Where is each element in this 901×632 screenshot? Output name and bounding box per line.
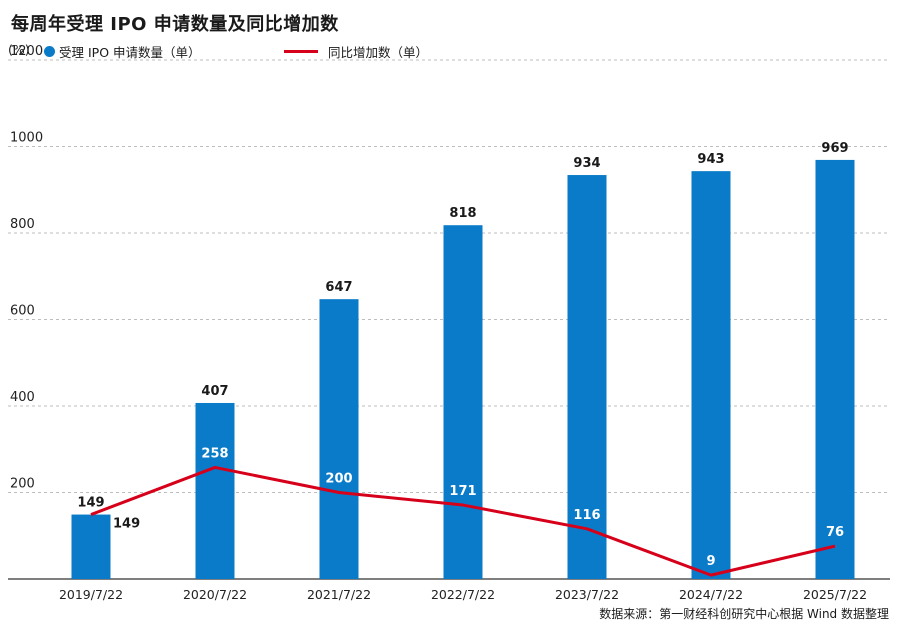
- bar: [71, 514, 111, 579]
- bar-value-label: 818: [449, 206, 476, 221]
- legend-bar-swatch: [44, 46, 55, 57]
- bar: [319, 299, 359, 579]
- y-tick-label: 1000: [10, 131, 43, 146]
- line-series: [90, 465, 836, 577]
- legend-line: 同比增加数（单）: [284, 42, 428, 61]
- legend-bar-label: 受理 IPO 申请数量（单）: [59, 45, 201, 60]
- y-unit-label: (%): [8, 42, 30, 57]
- line-value-label: 171: [449, 484, 476, 499]
- line-value-label: 9: [706, 554, 715, 569]
- bar-value-label: 407: [201, 384, 228, 399]
- y-tick-label: 400: [10, 390, 35, 405]
- x-tick-label: 2025/7/22: [803, 587, 867, 602]
- bar-value-label: 149: [77, 496, 104, 511]
- bar: [443, 225, 483, 579]
- x-tick-label: 2019/7/22: [59, 587, 123, 602]
- bar: [815, 159, 855, 579]
- legend-line-swatch: [284, 50, 318, 53]
- legend-line-label: 同比增加数（单）: [328, 45, 429, 60]
- bar: [691, 171, 731, 579]
- chart-title: 每周年受理 IPO 申请数量及同比增加数: [11, 14, 339, 35]
- x-tick-label: 2022/7/22: [431, 587, 495, 602]
- legend-bar: 受理 IPO 申请数量（单）: [44, 42, 201, 61]
- line-value-label: 116: [573, 508, 600, 523]
- x-tick-label: 2023/7/22: [555, 587, 619, 602]
- source-note: 数据来源：第一财经科创研究中心根据 Wind 数据整理: [599, 607, 889, 621]
- line-value-label: 149: [113, 517, 140, 532]
- y-tick-label: 200: [10, 477, 35, 492]
- bar-value-label: 647: [325, 280, 352, 295]
- bar: [195, 402, 235, 579]
- x-tick-label: 2024/7/22: [679, 587, 743, 602]
- bar-value-label: 969: [821, 141, 848, 156]
- x-tick-label: 2020/7/22: [183, 587, 247, 602]
- line-value-label: 258: [201, 446, 228, 461]
- y-tick-label: 600: [10, 304, 35, 319]
- bar-value-label: 934: [573, 156, 600, 171]
- y-tick-label: 1200: [10, 44, 43, 59]
- x-tick-label: 2021/7/22: [307, 587, 371, 602]
- bar: [567, 175, 607, 580]
- bar-value-label: 943: [697, 152, 724, 167]
- line-value-label: 200: [325, 472, 352, 487]
- y-tick-label: 800: [10, 217, 35, 232]
- line-value-label: 76: [826, 525, 844, 540]
